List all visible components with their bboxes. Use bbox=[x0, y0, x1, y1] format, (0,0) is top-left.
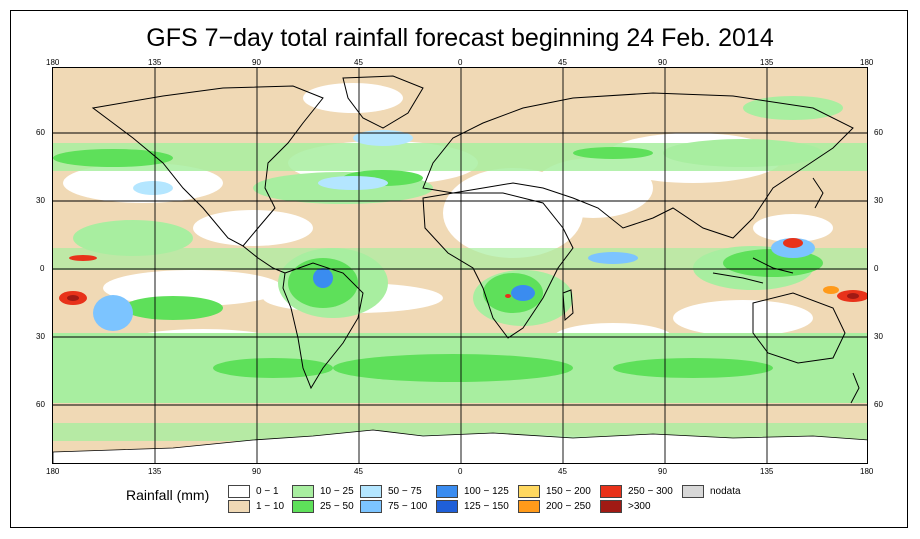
legend-label: 125 − 150 bbox=[464, 501, 509, 512]
legend-swatch bbox=[682, 485, 704, 498]
bottom-lon-label: 180 bbox=[860, 467, 874, 476]
left-lat-label: 30 bbox=[36, 332, 45, 341]
bottom-lon-label: 0 bbox=[458, 467, 463, 476]
legend-title: Rainfall (mm) bbox=[126, 487, 210, 503]
legend-swatch bbox=[600, 500, 622, 513]
legend-label: nodata bbox=[710, 486, 741, 497]
bottom-lon-label: 45 bbox=[354, 467, 363, 476]
legend-label: 200 − 250 bbox=[546, 501, 591, 512]
legend-label: 10 − 25 bbox=[320, 486, 354, 497]
bottom-lon-label: 90 bbox=[658, 467, 667, 476]
extreme-rain-cells bbox=[59, 238, 867, 305]
legend-label: 25 − 50 bbox=[320, 501, 354, 512]
top-lon-label: 90 bbox=[252, 58, 261, 67]
legend-label: 0 − 1 bbox=[256, 486, 279, 497]
graticule bbox=[53, 68, 867, 463]
top-lon-label: 180 bbox=[860, 58, 874, 67]
map-svg bbox=[53, 68, 867, 463]
bottom-lon-label: 135 bbox=[148, 467, 162, 476]
legend-label: >300 bbox=[628, 501, 651, 512]
legend-swatch bbox=[228, 500, 250, 513]
coastlines bbox=[91, 75, 860, 404]
right-lat-label: 30 bbox=[874, 196, 883, 205]
legend-swatch bbox=[436, 485, 458, 498]
legend-swatch bbox=[518, 500, 540, 513]
top-lon-label: 0 bbox=[458, 58, 463, 67]
bottom-lon-label: 45 bbox=[558, 467, 567, 476]
legend-swatch bbox=[360, 500, 382, 513]
legend-label: 150 − 200 bbox=[546, 486, 591, 497]
legend-swatch bbox=[600, 485, 622, 498]
legend-swatch bbox=[518, 485, 540, 498]
left-lat-label: 30 bbox=[36, 196, 45, 205]
legend-swatch bbox=[360, 485, 382, 498]
legend-label: 75 − 100 bbox=[388, 501, 428, 512]
legend-label: 1 − 10 bbox=[256, 501, 285, 512]
top-lon-label: 135 bbox=[148, 58, 162, 67]
top-lon-label: 45 bbox=[558, 58, 567, 67]
legend-swatch bbox=[292, 500, 314, 513]
bottom-lon-label: 135 bbox=[760, 467, 774, 476]
left-lat-label: 0 bbox=[40, 264, 45, 273]
right-lat-label: 60 bbox=[874, 400, 883, 409]
figure-frame bbox=[10, 10, 908, 528]
map-title: GFS 7−day total rainfall forecast beginn… bbox=[146, 24, 774, 52]
legend-label: 50 − 75 bbox=[388, 486, 422, 497]
bottom-lon-label: 90 bbox=[252, 467, 261, 476]
legend-label: 100 − 125 bbox=[464, 486, 509, 497]
top-lon-label: 45 bbox=[354, 58, 363, 67]
legend-label: 250 − 300 bbox=[628, 486, 673, 497]
top-lon-label: 180 bbox=[46, 58, 60, 67]
rainfall-map bbox=[52, 67, 868, 464]
legend-swatch bbox=[436, 500, 458, 513]
top-lon-label: 135 bbox=[760, 58, 774, 67]
right-lat-label: 30 bbox=[874, 332, 883, 341]
bottom-lon-label: 180 bbox=[46, 467, 60, 476]
antarctica bbox=[53, 429, 867, 463]
top-lon-label: 90 bbox=[658, 58, 667, 67]
right-lat-label: 60 bbox=[874, 128, 883, 137]
legend-swatch bbox=[228, 485, 250, 498]
left-lat-label: 60 bbox=[36, 128, 45, 137]
left-lat-label: 60 bbox=[36, 400, 45, 409]
right-lat-label: 0 bbox=[874, 264, 879, 273]
legend-swatch bbox=[292, 485, 314, 498]
